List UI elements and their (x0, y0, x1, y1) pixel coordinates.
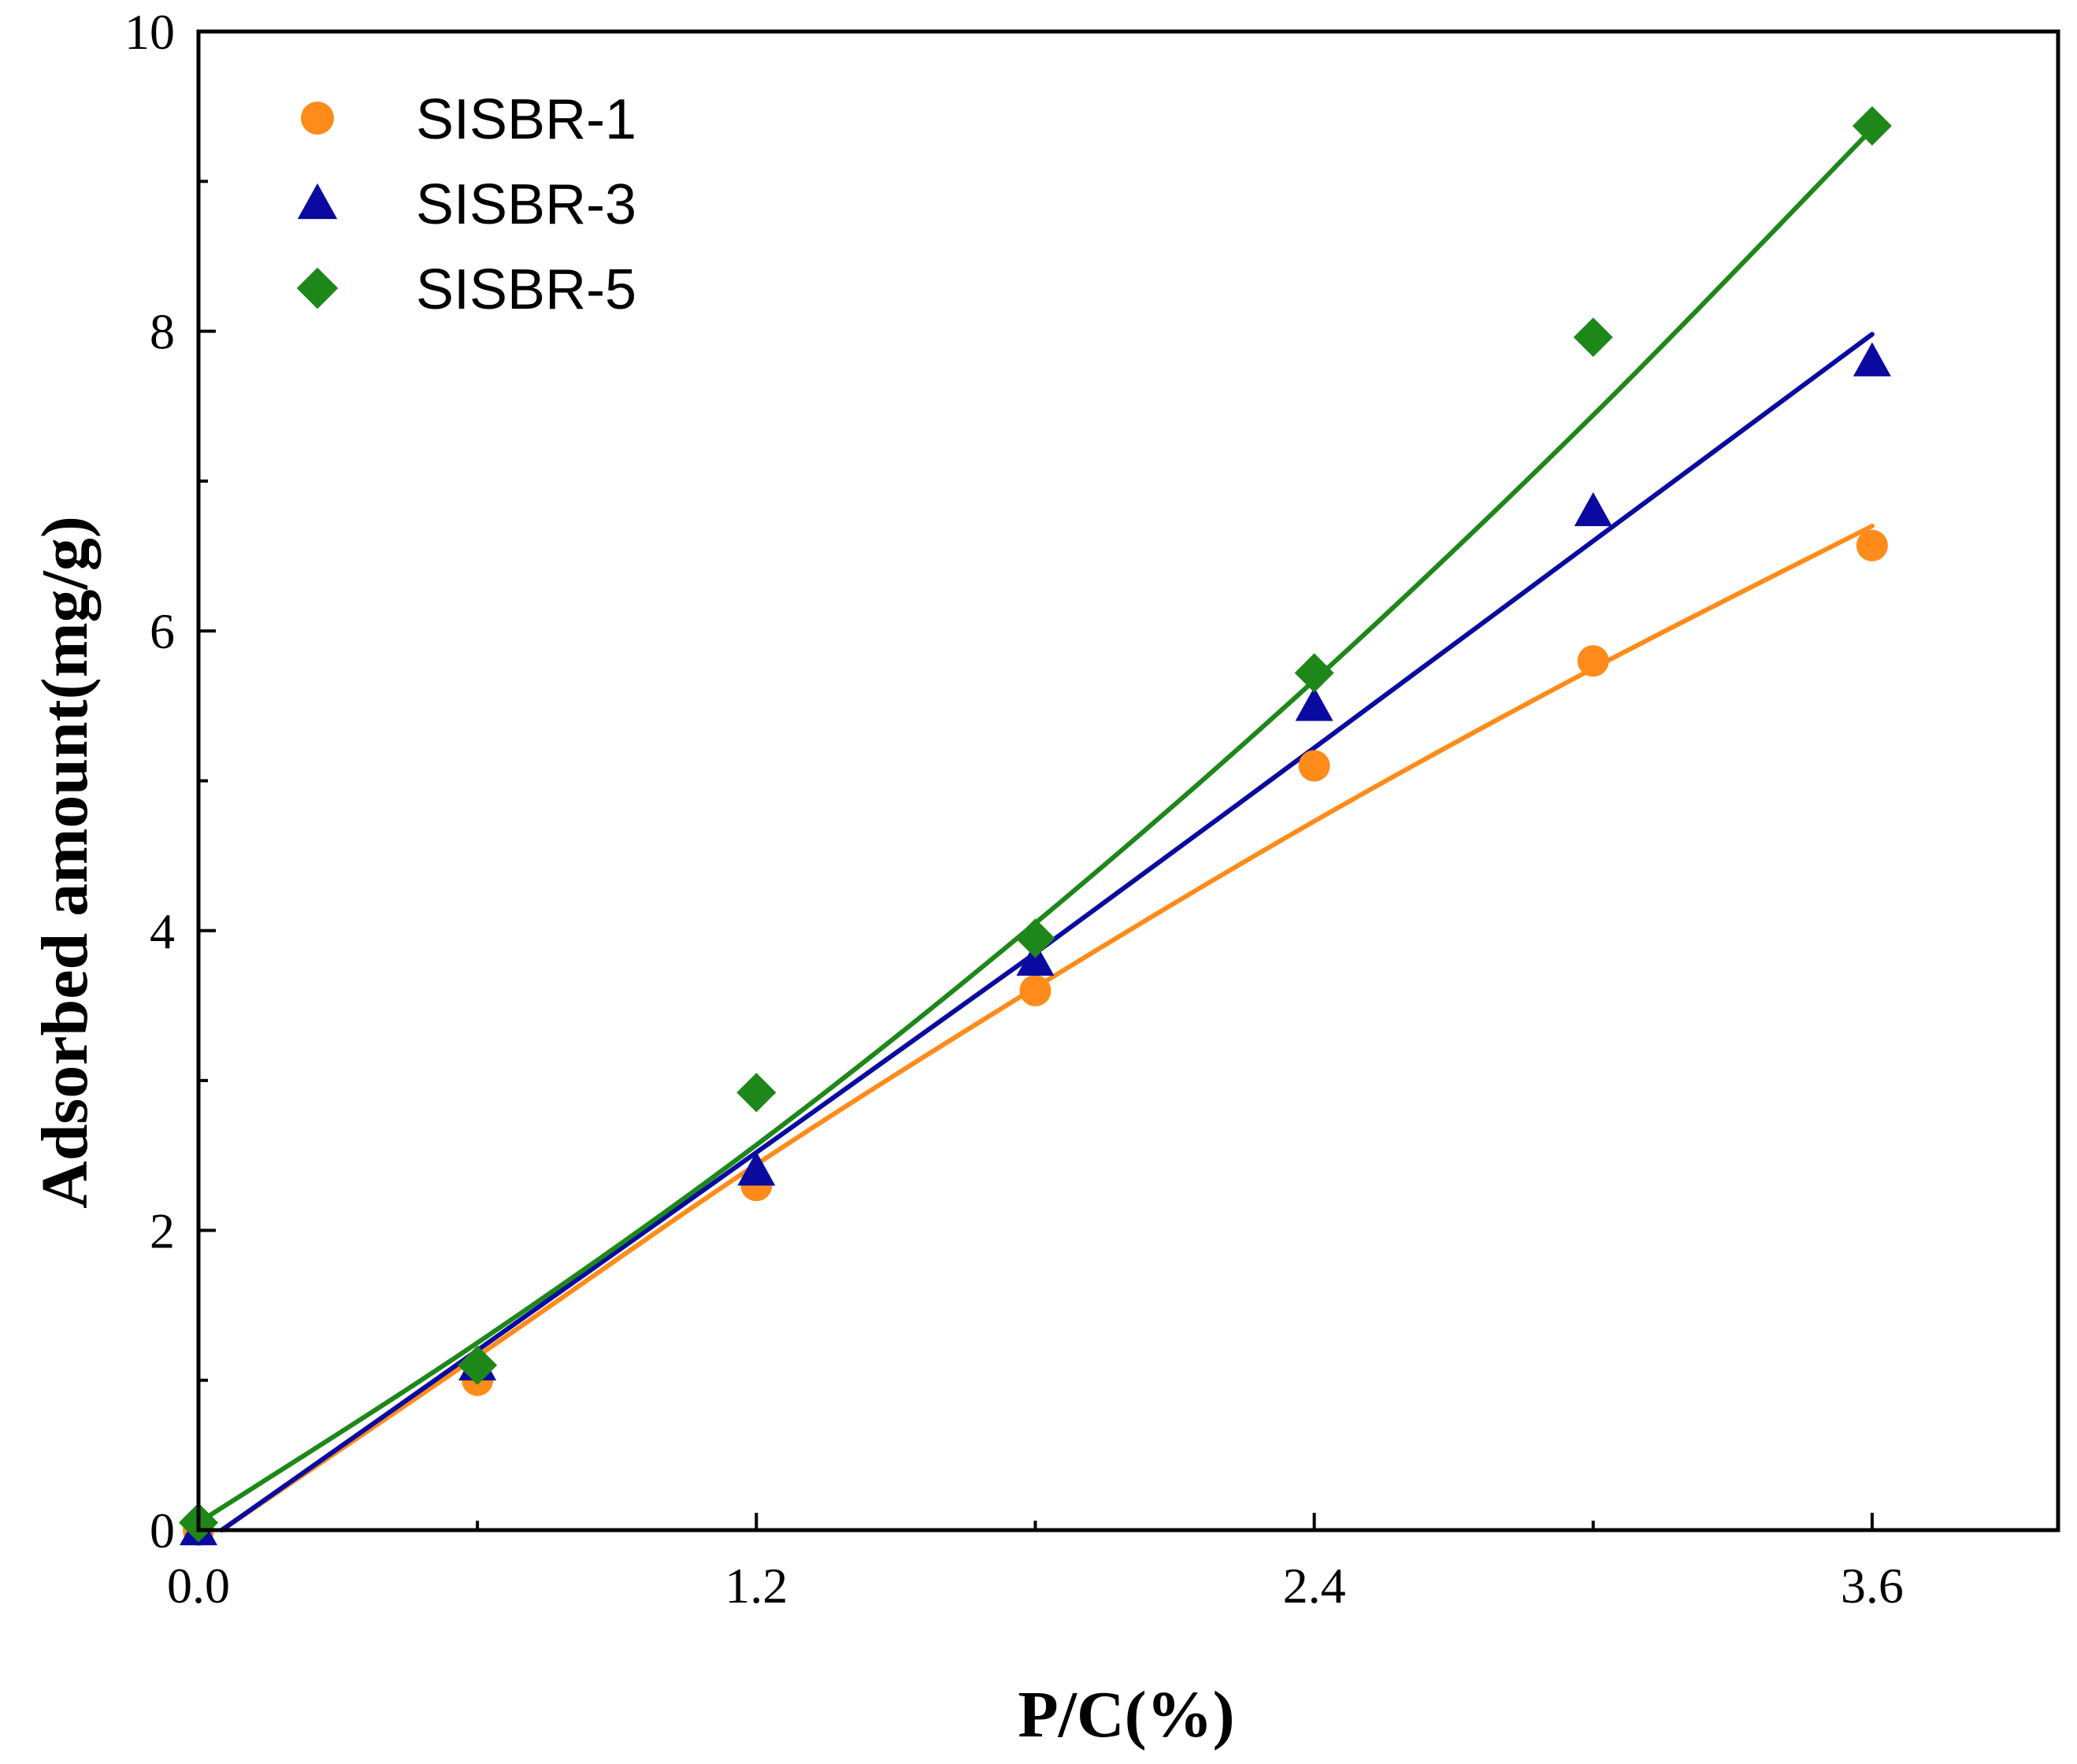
data-point-sisbr-5 (1294, 653, 1334, 693)
data-point-sisbr-3 (1016, 941, 1055, 976)
data-point-sisbr-5 (736, 1073, 777, 1113)
data-point-sisbr-5 (458, 1345, 498, 1385)
fit-lines (196, 126, 1875, 1532)
axes: 0.0 1.2 2.4 3.6 0 2 4 6 8 10 (124, 4, 2060, 1614)
y-tick-label: 4 (150, 903, 175, 959)
legend-marker-sisbr-5 (296, 267, 339, 309)
legend-label-sisbr-1: SISBR-1 (416, 88, 636, 151)
y-axis-title: Adsorbed amount(mg/g) (28, 516, 102, 1209)
x-tick-label: 2.4 (1283, 1558, 1346, 1614)
x-tick-label: 1.2 (725, 1558, 788, 1614)
y-tick-label: 2 (150, 1203, 175, 1258)
x-tick-label: 0.0 (167, 1558, 230, 1614)
y-tick-label: 0 (150, 1503, 175, 1558)
data-markers (179, 106, 1892, 1546)
legend-label-sisbr-5: SISBR-5 (416, 258, 636, 321)
data-point-sisbr-3 (1853, 342, 1891, 376)
y-axis-ticks: 0 2 4 6 8 10 (124, 4, 216, 1558)
data-point-sisbr-1 (1019, 974, 1051, 1006)
data-point-sisbr-1 (1577, 645, 1609, 677)
legend-marker-sisbr-3 (297, 183, 338, 220)
data-point-sisbr-3 (1295, 687, 1333, 721)
x-axis-ticks: 0.0 1.2 2.4 3.6 (167, 1513, 1904, 1614)
data-point-sisbr-1 (1856, 529, 1888, 561)
data-point-sisbr-5 (1573, 317, 1613, 358)
legend-label-sisbr-3: SISBR-3 (416, 173, 636, 236)
data-point-sisbr-3 (737, 1151, 776, 1186)
y-tick-label: 6 (150, 603, 175, 659)
legend-marker-sisbr-1 (301, 102, 334, 135)
data-point-sisbr-3 (1574, 491, 1612, 527)
fit-line-sisbr-5 (196, 126, 1875, 1525)
y-tick-label: 10 (124, 4, 175, 60)
x-axis-title: P/C(%) (1018, 1678, 1234, 1751)
data-point-sisbr-5 (1015, 918, 1055, 958)
data-point-sisbr-1 (1298, 750, 1330, 782)
legend: SISBR-1 SISBR-3 SISBR-5 (296, 88, 636, 321)
data-point-sisbr-5 (1852, 106, 1892, 146)
plot-frame (196, 29, 2060, 1532)
y-tick-label: 8 (150, 304, 175, 360)
x-tick-label: 3.6 (1841, 1558, 1904, 1614)
